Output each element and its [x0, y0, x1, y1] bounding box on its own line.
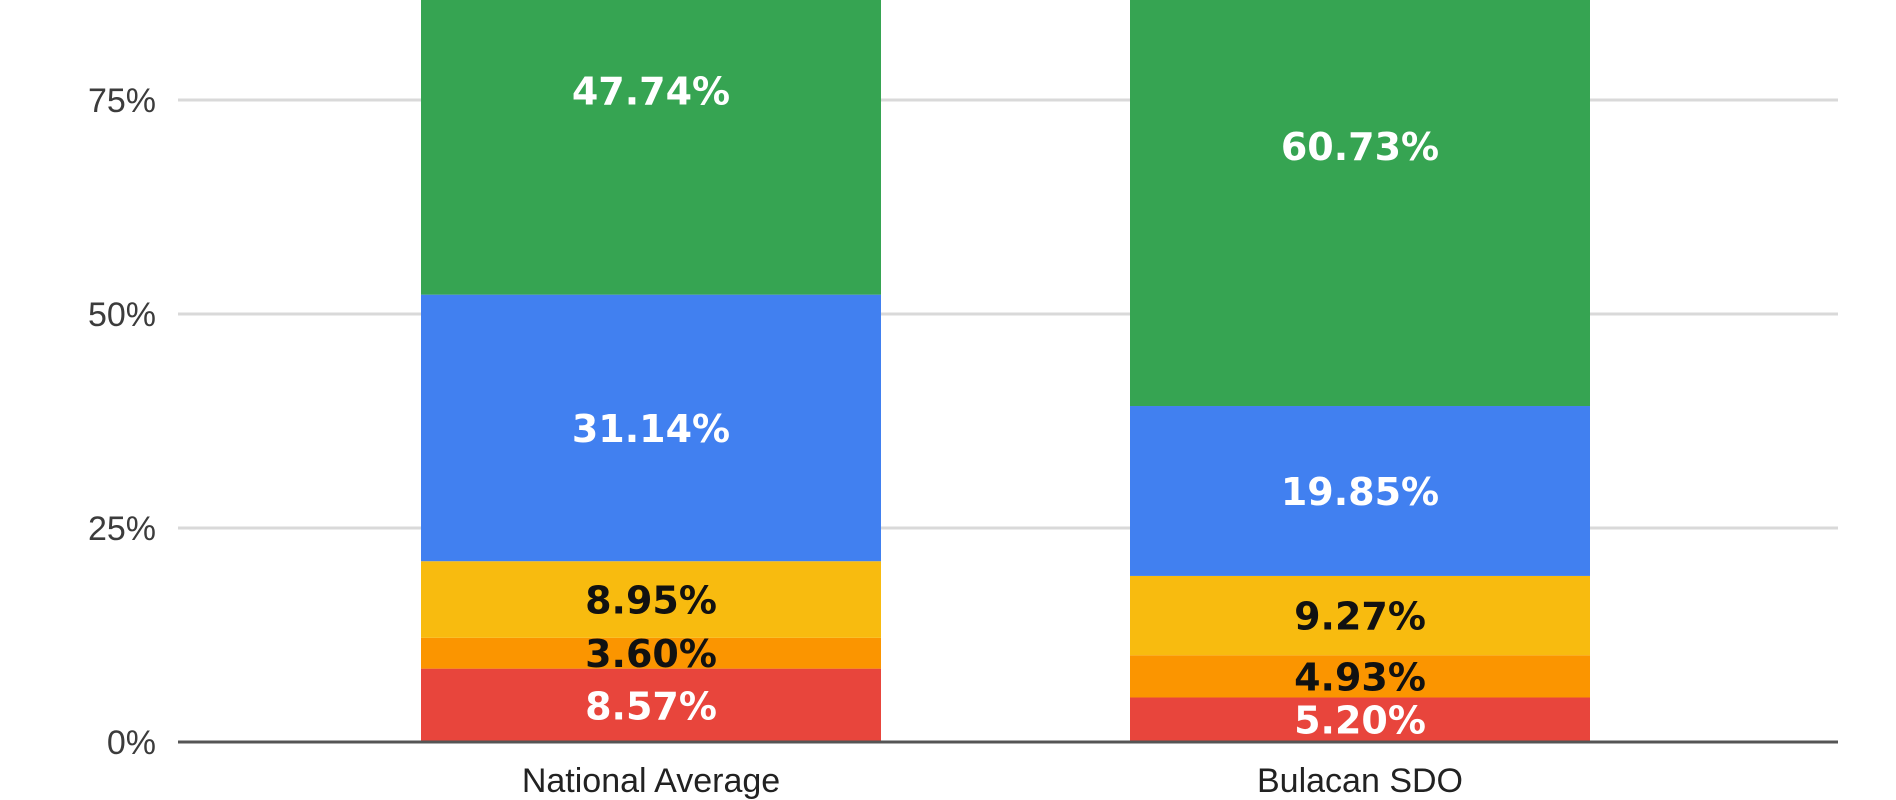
data-label: 8.57% [585, 684, 717, 728]
data-label: 8.95% [585, 579, 717, 623]
y-tick-label: 0% [107, 724, 156, 762]
data-label: 47.74% [572, 69, 730, 113]
data-label: 4.93% [1294, 655, 1426, 699]
data-label: 9.27% [1294, 595, 1426, 639]
label-layer: 8.57% 3.60% 8.95% 31.14% 47.74% 5.20%4.93% 9.2… [572, 69, 1439, 742]
bar-segment [1130, 575, 1590, 656]
x-category-label: Bulacan SDO [1257, 762, 1463, 800]
bar-segment [421, 668, 881, 742]
axis-layer: 0% 25% 50% 75% National Average Bulacan SDO [88, 82, 1838, 800]
bar-segment [421, 0, 881, 295]
bar-segment [1130, 0, 1590, 407]
y-tick-label: 75% [88, 82, 156, 120]
y-tick-label: 25% [88, 510, 156, 548]
bar-layer [421, 0, 1590, 742]
data-label: 31.14% [572, 407, 730, 451]
data-label: 19.85% [1281, 470, 1439, 514]
bar-segment [421, 294, 881, 562]
data-label: 60.73% [1281, 125, 1439, 169]
bar-segment [1130, 655, 1590, 698]
bar-segment [421, 637, 881, 669]
data-label: 3.60% [585, 632, 717, 676]
bar-segment [421, 561, 881, 638]
data-label: 5.20% [1294, 699, 1426, 743]
bar-segment [1130, 697, 1590, 742]
y-tick-label: 50% [88, 296, 156, 334]
x-category-label: National Average [522, 762, 780, 800]
bar-segment [1130, 406, 1590, 576]
